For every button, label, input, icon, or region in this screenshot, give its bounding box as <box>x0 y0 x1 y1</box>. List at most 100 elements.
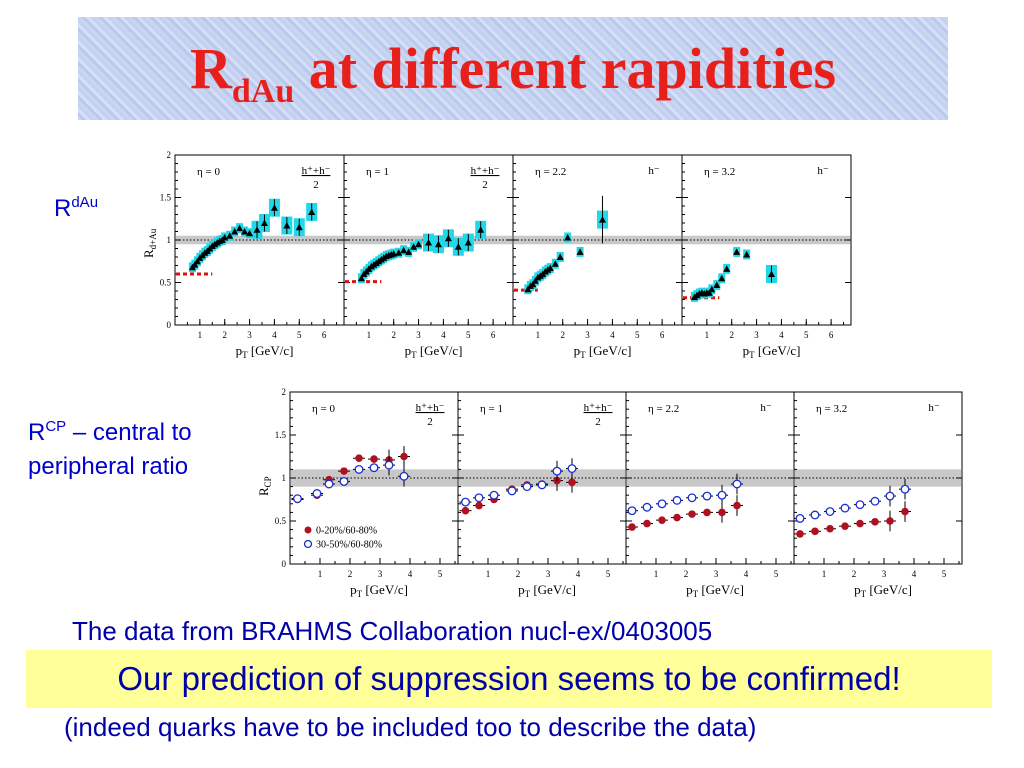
data-point <box>395 249 403 256</box>
x-tick-label: 1 <box>654 569 659 579</box>
eta-label: η = 0 <box>312 403 335 415</box>
central-point <box>856 519 864 528</box>
rcp-side-label: RCP – central to peripheral ratio <box>28 410 228 484</box>
semi-central-point <box>522 482 532 492</box>
y-tick-label: 1.5 <box>160 193 172 203</box>
species-denominator: 2 <box>595 416 601 428</box>
data-point <box>236 224 244 232</box>
x-axis-title-base: p <box>574 343 581 358</box>
rcp-label-sup: CP <box>45 418 67 435</box>
species-label: h⁻ <box>760 402 772 414</box>
semi-central-point <box>552 466 562 476</box>
y-tick-label: 0.5 <box>275 516 287 526</box>
x-tick-label: 4 <box>441 330 446 340</box>
data-point <box>425 239 432 246</box>
x-axis-title-sub: T <box>693 589 699 599</box>
y-axis-title: RCP <box>256 476 273 496</box>
species-denominator: 2 <box>427 416 433 428</box>
semi-central-point <box>339 476 349 486</box>
semi-central-point <box>399 471 409 481</box>
data-source-caption: The data from BRAHMS Collaboration nucl-… <box>72 616 713 646</box>
y-axis-title: Rd+Au <box>141 228 158 258</box>
semi-central-point <box>384 460 394 470</box>
central-point <box>643 519 651 528</box>
data-point <box>295 223 303 231</box>
central-point <box>718 508 726 517</box>
panel-0: 1 2 3 4 5 pT [GeV/c] η = 0 h⁺+h⁻ 2 0-20%/60-80% 30… <box>289 391 459 599</box>
eta-label: η = 3.2 <box>816 403 847 415</box>
data-point <box>723 265 731 272</box>
semi-central-point <box>474 493 484 503</box>
x-axis-title-sub: T <box>580 350 586 360</box>
data-point <box>357 274 365 282</box>
data-point <box>260 219 268 226</box>
semi-central-point <box>489 490 499 500</box>
x-axis-title-sub: T <box>242 350 248 360</box>
central-point <box>688 510 696 518</box>
y-tick-label: 1.5 <box>275 430 287 440</box>
species-label: h⁺+h⁻ <box>584 402 613 414</box>
data-point <box>464 239 472 246</box>
x-tick-label: 1 <box>536 330 541 340</box>
data-point <box>410 243 418 250</box>
eta-label: η = 1 <box>480 403 503 415</box>
data-point <box>767 270 775 277</box>
rdau-label-sup: dAu <box>71 194 99 211</box>
central-point <box>461 506 470 515</box>
semi-central-point <box>507 486 517 496</box>
panel-2: 1 2 3 4 5 6 pT [GeV/c] η = 2.2 h⁻ <box>512 154 683 360</box>
central-point <box>703 508 711 517</box>
panel-3: 1 2 3 4 5 6 pT [GeV/c] η = 3.2 h⁻ <box>681 154 852 360</box>
central-point <box>658 516 666 524</box>
central-point <box>901 507 909 516</box>
x-tick-label: 1 <box>822 569 827 579</box>
x-tick-label: 1 <box>367 330 372 340</box>
eta-label: η = 3.2 <box>704 166 735 178</box>
central-point <box>733 501 741 510</box>
x-tick-label: 5 <box>297 330 302 340</box>
x-tick-label: 4 <box>408 569 413 579</box>
data-point <box>576 248 584 255</box>
x-tick-label: 5 <box>774 569 779 579</box>
x-tick-label: 2 <box>222 330 227 340</box>
x-tick-label: 5 <box>804 330 809 340</box>
x-axis-title-sub: T <box>861 589 867 599</box>
x-tick-label: 6 <box>322 330 327 340</box>
data-point <box>226 232 234 239</box>
conclusion-highlight: Our prediction of suppression seems to b… <box>26 650 992 708</box>
rdau-label-base: R <box>54 195 72 222</box>
x-axis-title-unit: [GeV/c] <box>248 343 294 358</box>
rdau-side-label: RdAu <box>54 194 98 223</box>
data-point <box>477 226 485 233</box>
data-point <box>551 260 559 267</box>
x-axis-title-unit: [GeV/c] <box>362 582 408 597</box>
data-point <box>531 277 539 284</box>
x-tick-label: 3 <box>714 569 719 579</box>
semi-central-point <box>810 510 820 520</box>
x-axis-title-sub: T <box>525 589 531 599</box>
x-tick-label: 3 <box>378 569 383 579</box>
semi-central-point <box>825 507 835 516</box>
x-tick-label: 1 <box>705 330 710 340</box>
panel-1: 1 2 3 4 5 6 pT [GeV/c] η = 1 h⁺+h⁻ 2 <box>343 154 514 360</box>
data-point <box>193 257 201 265</box>
semi-central-point <box>369 463 379 473</box>
semi-central-point <box>567 464 577 473</box>
semi-central-point <box>900 484 910 494</box>
data-point <box>283 222 291 229</box>
data-point <box>743 250 751 258</box>
unity-band <box>176 235 343 245</box>
data-point <box>270 204 278 211</box>
data-point <box>564 233 572 241</box>
data-point <box>434 240 442 248</box>
note-caption: (indeed quarks have to be included too t… <box>64 712 757 742</box>
x-tick-label: 6 <box>491 330 496 340</box>
data-point <box>415 240 423 248</box>
x-axis-title-sub: T <box>411 350 417 360</box>
x-tick-label: 3 <box>754 330 759 340</box>
semi-central-point <box>642 502 652 512</box>
x-axis-title: pT [GeV/c] <box>574 343 632 360</box>
data-point <box>454 243 462 250</box>
x-tick-label: 1 <box>318 569 323 579</box>
